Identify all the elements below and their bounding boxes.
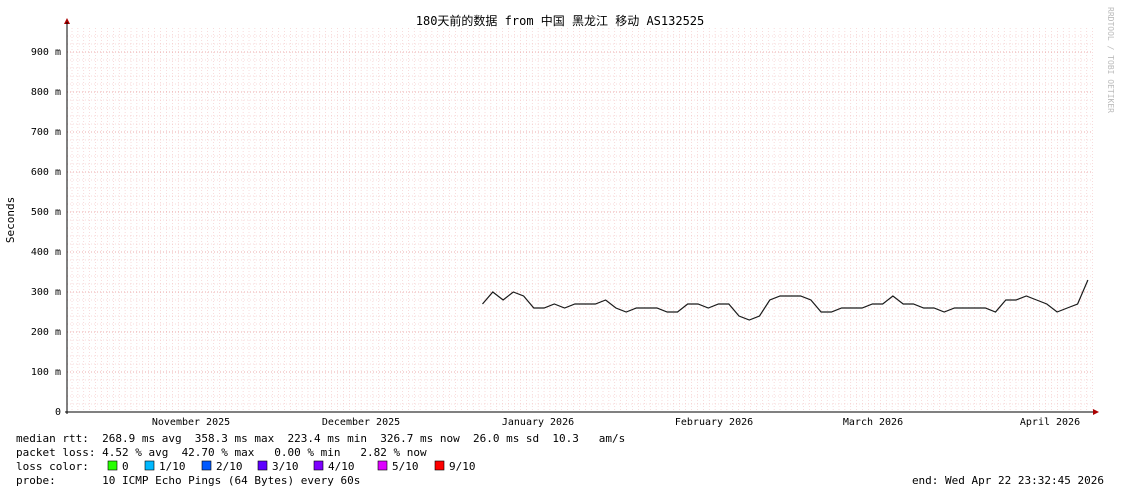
end-time: end: Wed Apr 22 23:32:45 2026 — [912, 474, 1104, 487]
y-axis-label: Seconds — [4, 197, 17, 243]
loss-swatch — [201, 460, 212, 471]
loss-label: 3/10 — [272, 460, 299, 473]
x-arrow — [1093, 409, 1099, 415]
loss-label: 2/10 — [216, 460, 243, 473]
loss-label: 1/10 — [159, 460, 186, 473]
y-tick-label: 800 m — [31, 87, 61, 98]
y-tick-label: 700 m — [31, 127, 61, 138]
watermark: RRDTOOL / TOBI OETIKER — [1106, 7, 1115, 113]
y-tick-label: 900 m — [31, 47, 61, 58]
loss-label: 5/10 — [392, 460, 419, 473]
x-tick-label: April 2026 — [1020, 417, 1080, 428]
x-tick-label: November 2025 — [152, 417, 230, 428]
y-tick-label: 600 m — [31, 167, 61, 178]
loss-label: 9/10 — [449, 460, 476, 473]
x-tick-label: January 2026 — [502, 417, 574, 428]
loss-swatch — [257, 460, 268, 471]
median-rtt: median rtt: 268.9 ms avg 358.3 ms max 22… — [16, 432, 625, 445]
loss-swatch — [377, 460, 388, 471]
loss-color-label: loss color: — [16, 460, 89, 473]
loss-swatch — [313, 460, 324, 471]
x-tick-label: December 2025 — [322, 417, 400, 428]
loss-swatch — [107, 460, 118, 471]
y-tick-label: 0 — [55, 407, 61, 418]
y-tick-label: 100 m — [31, 367, 61, 378]
y-arrow — [64, 18, 70, 24]
packet-loss: packet loss: 4.52 % avg 42.70 % max 0.00… — [16, 446, 427, 459]
x-tick-label: March 2026 — [843, 417, 903, 428]
y-tick-label: 300 m — [31, 287, 61, 298]
loss-swatch — [144, 460, 155, 471]
y-tick-label: 200 m — [31, 327, 61, 338]
y-tick-label: 400 m — [31, 247, 61, 258]
rtt-line — [482, 279, 1089, 321]
y-tick-label: 500 m — [31, 207, 61, 218]
loss-label: 0 — [122, 460, 129, 473]
x-tick-label: February 2026 — [675, 417, 753, 428]
chart-title: 180天前的数据 from 中国 黑龙江 移动 AS132525 — [416, 13, 705, 28]
probe: probe: 10 ICMP Echo Pings (64 Bytes) eve… — [16, 474, 360, 487]
loss-swatch — [434, 460, 445, 471]
loss-label: 4/10 — [328, 460, 355, 473]
